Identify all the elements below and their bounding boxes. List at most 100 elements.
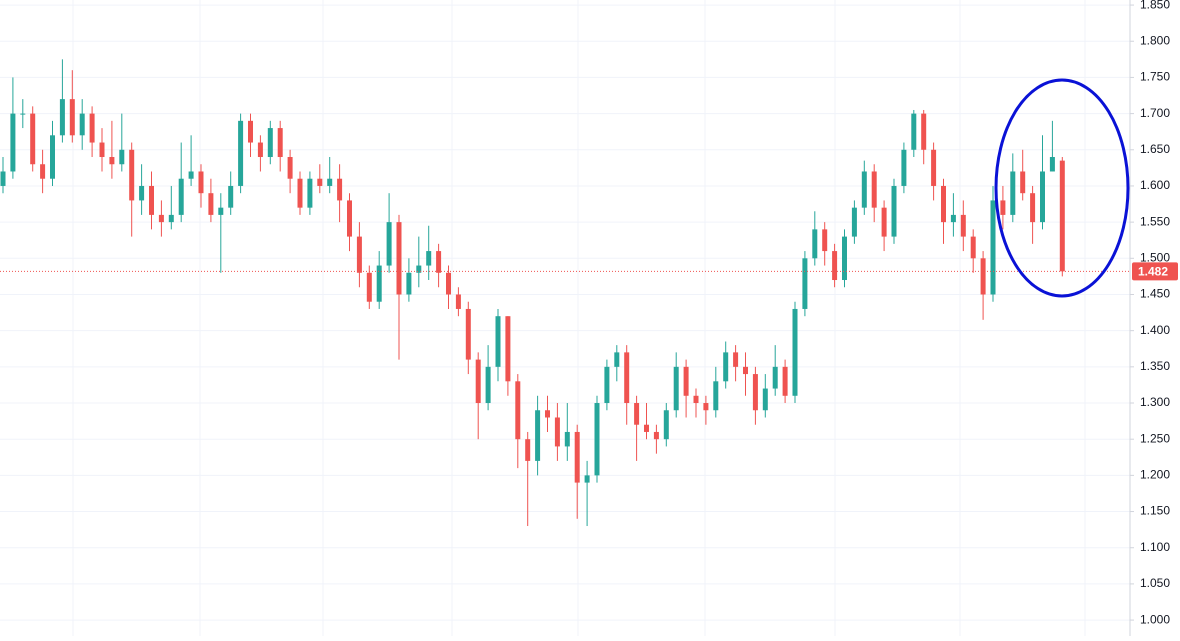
- highlight-ellipse: [994, 78, 1130, 298]
- candle-body: [624, 352, 630, 404]
- candle-body: [564, 431, 570, 447]
- candle-body: [188, 171, 194, 179]
- candle-body: [921, 113, 927, 150]
- candle-body: [376, 265, 382, 302]
- candle-body: [851, 207, 857, 237]
- candle-body: [109, 157, 115, 165]
- candle-body: [842, 236, 847, 281]
- candle-body: [535, 410, 541, 461]
- candle-body: [832, 251, 838, 281]
- candle-body: [604, 366, 610, 404]
- candle-body: [525, 439, 531, 461]
- candle-body: [446, 272, 451, 295]
- y-tick-label: 1.250: [1140, 431, 1170, 445]
- y-tick-label: 1.350: [1140, 359, 1170, 373]
- candle-body: [1000, 200, 1006, 215]
- candle-body: [1049, 157, 1055, 172]
- candle-body: [436, 251, 442, 273]
- candle-body: [1030, 193, 1036, 223]
- candle-body: [69, 99, 75, 136]
- candle-body: [901, 149, 907, 186]
- candle-body: [416, 265, 422, 273]
- candle-body: [218, 207, 224, 215]
- candle-body: [455, 294, 461, 309]
- candle-body: [158, 214, 164, 223]
- y-tick-label: 1.200: [1140, 468, 1170, 482]
- candle-body: [584, 475, 590, 483]
- candle-body: [168, 214, 174, 223]
- candle-body: [723, 352, 729, 382]
- candle-body: [663, 410, 669, 440]
- candle-body: [485, 366, 491, 404]
- y-tick-label: 1.450: [1140, 287, 1170, 301]
- candles: [0, 59, 1130, 527]
- candle-body: [396, 222, 402, 295]
- candle-body: [119, 149, 125, 165]
- candle-body: [733, 352, 739, 367]
- candle-body: [347, 200, 352, 237]
- candle-body: [950, 214, 956, 223]
- candle-body: [297, 178, 303, 208]
- candle-body: [307, 178, 313, 208]
- candle-body: [406, 272, 412, 295]
- candle-body: [505, 316, 511, 382]
- candle-body: [386, 222, 392, 266]
- candle-body: [337, 178, 343, 201]
- y-tick-label: 1.850: [1140, 0, 1170, 11]
- y-tick-label: 1.700: [1140, 106, 1170, 120]
- candle-body: [59, 99, 65, 136]
- candle-body: [792, 308, 798, 396]
- candle-body: [1020, 171, 1026, 194]
- candle-body: [1040, 171, 1045, 223]
- candle-body: [782, 366, 788, 396]
- candle-body: [1059, 160, 1065, 272]
- candle-body: [277, 128, 283, 158]
- y-tick-label: 1.400: [1140, 323, 1170, 337]
- candle-body: [772, 366, 778, 389]
- candle-body: [673, 366, 679, 411]
- candle-body: [317, 178, 323, 186]
- candle-body: [812, 229, 818, 259]
- candle-body: [762, 388, 768, 411]
- candle-body: [713, 381, 719, 411]
- candle-body: [911, 113, 917, 150]
- candle-body: [822, 229, 828, 252]
- candle-body: [327, 178, 333, 186]
- candle-body: [287, 157, 293, 179]
- candle-body: [0, 171, 6, 186]
- candle-body: [752, 374, 758, 411]
- y-tick-label: 1.150: [1140, 504, 1170, 518]
- candle-body: [20, 113, 26, 115]
- candle-body: [871, 171, 877, 208]
- candle-body: [1010, 171, 1016, 215]
- candle-body: [554, 417, 560, 447]
- candle-body: [198, 171, 204, 194]
- last-price-label: 1.482: [1138, 265, 1168, 279]
- candle-body: [248, 120, 253, 143]
- last-price-tag: [1132, 262, 1178, 281]
- y-tick-label: 1.300: [1140, 395, 1170, 409]
- y-tick-label: 1.100: [1140, 540, 1170, 554]
- candle-body: [931, 149, 937, 186]
- candle-body: [980, 258, 986, 295]
- candle-body: [960, 214, 966, 237]
- candle-body: [614, 352, 620, 367]
- y-tick-label: 1.500: [1140, 250, 1170, 264]
- candle-body: [515, 381, 521, 440]
- candle-body: [129, 149, 135, 201]
- y-tick-label: 1.000: [1140, 612, 1170, 626]
- candle-body: [228, 185, 234, 208]
- candle-body: [99, 142, 105, 158]
- candle-body: [10, 113, 16, 172]
- y-tick-label: 1.550: [1140, 214, 1170, 228]
- candle-body: [653, 431, 659, 440]
- candle-body: [990, 200, 996, 295]
- candle-body: [426, 251, 432, 266]
- candle-body: [366, 272, 372, 302]
- price-axis: 1.000 1.050 1.100 1.150 1.200 1.250 1.300 1.350…: [1130, 0, 1178, 626]
- candle-body: [89, 113, 95, 143]
- candle-body: [941, 185, 946, 223]
- candle-body: [267, 128, 273, 158]
- candle-body: [238, 120, 244, 186]
